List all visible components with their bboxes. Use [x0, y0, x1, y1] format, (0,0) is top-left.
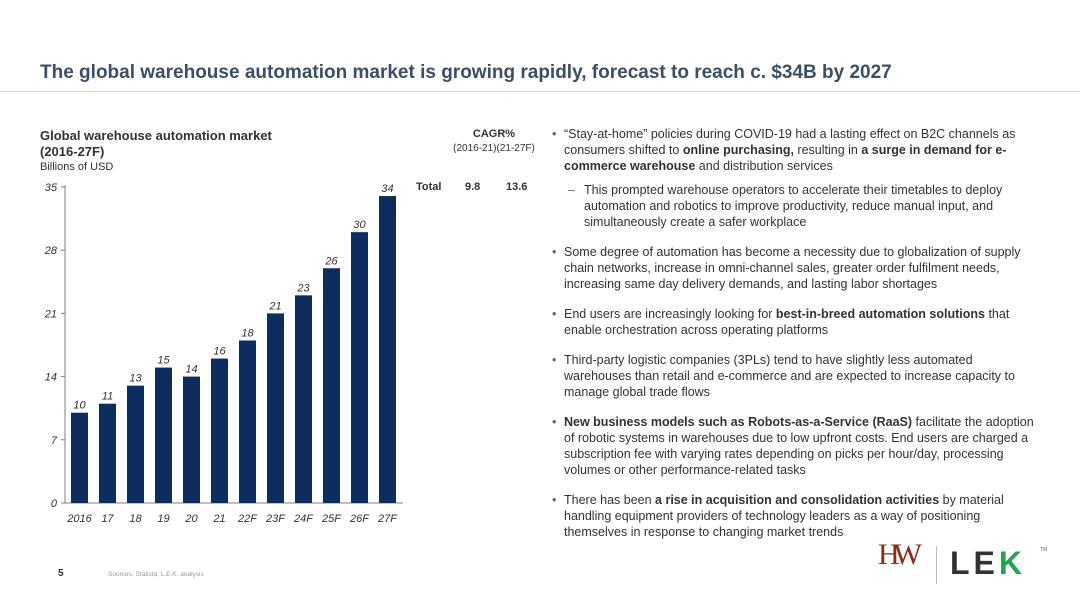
bar — [295, 295, 312, 503]
bullet-item: • Third-party logistic companies (3PLs) t… — [552, 352, 1042, 400]
bullet-text: and distribution services — [695, 159, 833, 173]
page-number: 5 — [58, 568, 64, 579]
bullet-item: • There has been a rise in acquisition an… — [552, 492, 1042, 540]
x-tick-label: 19 — [157, 513, 169, 525]
slide-title: The global warehouse automation market i… — [40, 62, 892, 83]
lek-logo: LEK — [950, 545, 1026, 582]
bullet-text-bold: a rise in acquisition and consolidation … — [655, 493, 940, 507]
bullet-item: • Some degree of automation has become a … — [552, 244, 1042, 292]
cagr-value-2016-21: 9.8 — [465, 181, 481, 193]
bar-chart: 0714212835102016111713181519142016211822… — [44, 182, 403, 525]
sources-note: Sources: Statista; L.E.K. analysis — [108, 571, 204, 578]
bullet-marker: • — [552, 307, 557, 321]
bullet-text: that enable orchestration across operati… — [564, 307, 1010, 337]
bar-value-label: 18 — [241, 327, 254, 339]
bullet-marker: • — [552, 415, 557, 429]
x-tick-label: 26F — [349, 513, 370, 525]
bar-value-label: 21 — [268, 300, 281, 312]
bar-value-label: 13 — [129, 373, 142, 385]
chart-unit: Billions of USD — [40, 161, 114, 173]
bullet-text-bold: online purchasing, — [682, 143, 794, 157]
x-tick-label: 22F — [237, 513, 258, 525]
x-tick-label: 20 — [184, 513, 198, 525]
bar — [323, 268, 340, 503]
chart-title: Global warehouse automation market (2016… — [40, 128, 272, 160]
bar — [155, 367, 172, 503]
bar-value-label: 10 — [73, 400, 86, 412]
y-tick-label: 35 — [45, 182, 58, 194]
sub-bullet-item: – This prompted warehouse operators to ac… — [552, 182, 1042, 230]
bar-value-label: 11 — [102, 391, 113, 403]
bar — [239, 340, 256, 503]
bar-value-label: 26 — [324, 255, 338, 267]
bar — [183, 376, 200, 503]
bullet-text: This prompted warehouse operators to acc… — [584, 183, 1003, 229]
cagr-header: CAGR% (2016-21)(21-27F) — [440, 128, 548, 154]
y-tick-label: 28 — [44, 245, 58, 257]
bullet-item: • End users are increasingly looking for … — [552, 306, 1042, 338]
bullet-item: • “Stay-at-home” policies during COVID-19… — [552, 126, 1042, 174]
bar-value-label: 34 — [381, 183, 393, 195]
bullet-text: Some degree of automation has become a n… — [564, 245, 1021, 291]
x-tick-label: 23F — [265, 513, 286, 525]
bullet-text: facilitate the adoption of robotic syste… — [564, 415, 1034, 477]
chart-title-line2: (2016-27F) — [40, 144, 105, 159]
bar-value-label: 15 — [157, 355, 170, 367]
bullet-marker: • — [552, 353, 557, 367]
bullet-marker: • — [552, 493, 557, 507]
bar-value-label: 30 — [353, 219, 366, 231]
bullet-text: by material handling equipment providers… — [564, 493, 1004, 539]
bullet-item: • New business models such as Robots-as-a… — [552, 414, 1042, 478]
bullet-text: “Stay-at-home” policies during COVID-19 … — [564, 127, 1016, 157]
cagr-row-label: Total — [416, 181, 442, 193]
bullet-text: End users are increasingly looking for — [564, 307, 776, 321]
y-tick-label: 21 — [44, 308, 57, 320]
bullet-marker: – — [568, 183, 575, 197]
bullet-text: There has been — [564, 493, 656, 507]
y-tick-label: 14 — [45, 372, 57, 384]
y-tick-label: 0 — [51, 498, 58, 510]
bar-value-label: 23 — [296, 282, 310, 294]
bullet-marker: • — [552, 127, 557, 141]
bar — [351, 232, 368, 503]
x-tick-label: 27F — [377, 513, 398, 525]
bullet-text: Third-party logistic companies (3PLs) te… — [564, 353, 1015, 399]
bullet-text-bold: a surge in demand for e-commerce warehou… — [564, 143, 1007, 173]
bar — [71, 412, 88, 503]
bar — [267, 313, 284, 503]
chart-title-line1: Global warehouse automation market — [40, 128, 272, 143]
bullet-text-bold: best-in-breed automation solutions — [775, 307, 985, 321]
title-divider — [0, 91, 1080, 92]
x-tick-label: 25F — [321, 513, 342, 525]
bar — [99, 403, 116, 503]
bar — [211, 358, 228, 503]
x-tick-label: 24F — [293, 513, 314, 525]
bullet-list: • “Stay-at-home” policies during COVID-19… — [552, 126, 1042, 554]
x-tick-label: 2016 — [66, 513, 92, 525]
bar-value-label: 14 — [185, 364, 197, 376]
x-tick-label: 17 — [101, 513, 114, 525]
trademark-mark: TM — [1040, 547, 1048, 553]
cagr-periods: (2016-21)(21-27F) — [453, 143, 535, 154]
logo-separator — [936, 546, 937, 584]
bar — [127, 385, 144, 503]
lek-logo-k: K — [998, 545, 1026, 581]
lek-logo-le: LE — [950, 545, 999, 581]
bar-value-label: 16 — [213, 346, 226, 358]
hw-logo: HW — [878, 538, 922, 571]
bullet-text-bold: New business models such as Robots-as-a-… — [564, 415, 913, 429]
bar — [379, 196, 396, 503]
x-tick-label: 21 — [212, 513, 225, 525]
x-tick-label: 18 — [129, 513, 142, 525]
cagr-value-21-27f: 13.6 — [506, 181, 528, 193]
bullet-marker: • — [552, 245, 557, 259]
bullet-text: resulting in — [793, 143, 862, 157]
y-tick-label: 7 — [51, 435, 58, 447]
cagr-title: CAGR% — [472, 128, 516, 140]
